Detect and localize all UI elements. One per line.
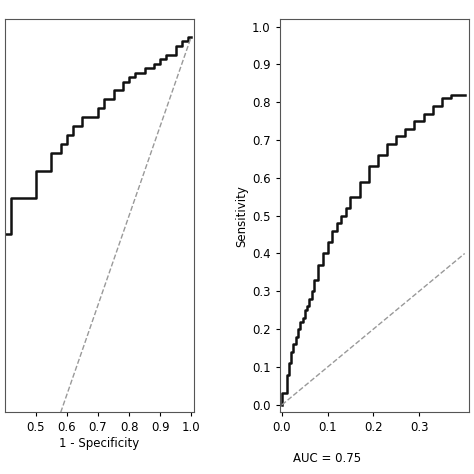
X-axis label: 1 - Specificity: 1 - Specificity (59, 437, 140, 450)
Text: AUC = 0.75: AUC = 0.75 (293, 452, 361, 465)
Y-axis label: Sensitivity: Sensitivity (235, 185, 248, 246)
